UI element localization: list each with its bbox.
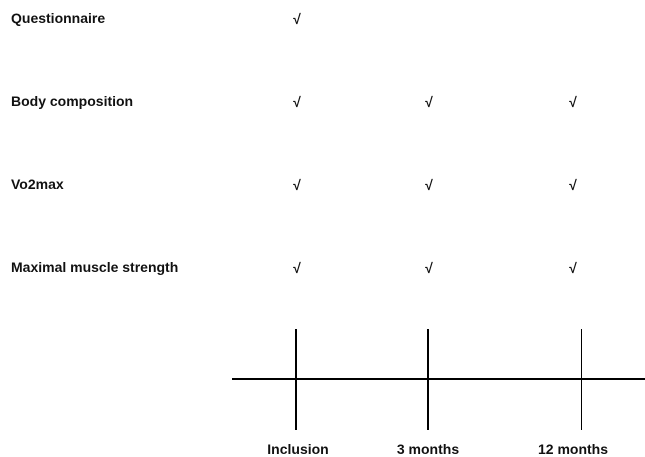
row-label-body-composition: Body composition — [11, 93, 134, 109]
check-mark: √ — [425, 177, 433, 193]
check-mark: √ — [569, 94, 577, 110]
check-mark: √ — [293, 260, 301, 276]
check-mark: √ — [569, 177, 577, 193]
timepoint-label-inclusion: Inclusion — [267, 441, 329, 457]
row-label-questionnaire: Questionnaire — [11, 10, 106, 26]
timeline-axis — [232, 378, 645, 380]
timeline-tick-12-months — [581, 329, 582, 430]
timepoint-label-3-months: 3 months — [396, 441, 460, 457]
row-label-vo2max: Vo2max — [11, 176, 64, 192]
check-mark: √ — [293, 11, 301, 27]
check-mark: √ — [293, 94, 301, 110]
timepoint-label-12-months: 12 months — [537, 441, 609, 457]
check-mark: √ — [293, 177, 301, 193]
check-mark: √ — [569, 260, 577, 276]
timeline-tick-3-months — [427, 329, 429, 430]
row-label-maximal-muscle-strength: Maximal muscle strength — [11, 259, 179, 275]
check-mark: √ — [425, 94, 433, 110]
check-mark: √ — [425, 260, 433, 276]
timeline-tick-inclusion — [295, 329, 297, 430]
